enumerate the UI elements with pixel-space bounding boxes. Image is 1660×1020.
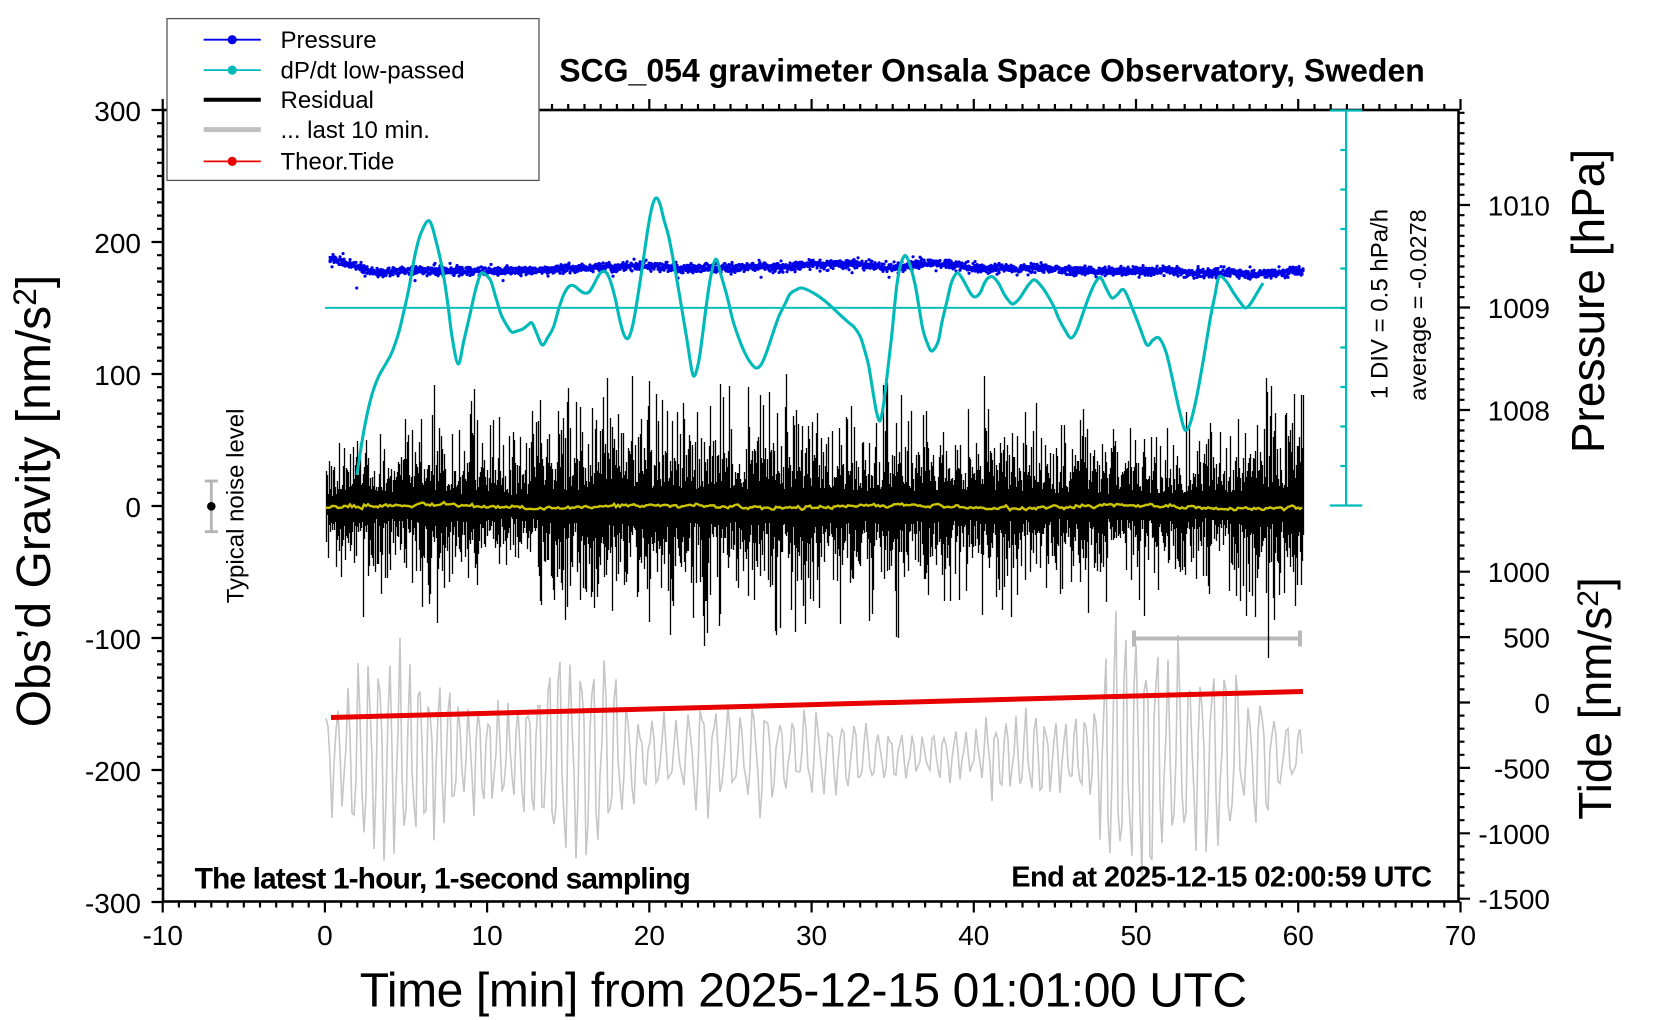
- svg-text:Theor.Tide: Theor.Tide: [281, 149, 395, 176]
- svg-text:-1500: -1500: [1478, 884, 1550, 915]
- svg-text:Pressure: Pressure: [281, 27, 377, 54]
- svg-text:Typical noise level: Typical noise level: [223, 409, 250, 604]
- svg-text:1000: 1000: [1488, 557, 1550, 588]
- svg-text:-200: -200: [85, 756, 141, 787]
- svg-text:SCG_054 gravimeter Onsala Spac: SCG_054 gravimeter Onsala Space Observat…: [559, 53, 1425, 89]
- svg-text:50: 50: [1120, 920, 1151, 951]
- svg-text:300: 300: [94, 96, 141, 127]
- svg-text:1 DIV = 0.5 hPa/h: 1 DIV = 0.5 hPa/h: [1367, 209, 1394, 399]
- svg-text:-300: -300: [85, 888, 141, 919]
- svg-text:0: 0: [1534, 688, 1550, 719]
- svg-text:average = -0.0278: average = -0.0278: [1405, 209, 1431, 400]
- svg-text:40: 40: [958, 920, 989, 951]
- svg-text:60: 60: [1283, 920, 1314, 951]
- svg-text:1009: 1009: [1488, 293, 1550, 324]
- svg-text:0: 0: [125, 492, 141, 523]
- svg-text:Pressure [hPa]: Pressure [hPa]: [1562, 149, 1614, 453]
- svg-text:0: 0: [317, 920, 333, 951]
- svg-text:dP/dt low-passed: dP/dt low-passed: [281, 57, 465, 84]
- svg-text:1008: 1008: [1488, 396, 1550, 427]
- svg-text:-10: -10: [142, 920, 182, 951]
- svg-text:Tide [nm/s2]: Tide [nm/s2]: [1569, 577, 1621, 820]
- svg-text:1010: 1010: [1488, 191, 1550, 222]
- svg-text:Residual: Residual: [281, 87, 374, 114]
- svg-text:200: 200: [94, 228, 141, 259]
- svg-text:End at 2025-12-15 02:00:59 UTC: End at 2025-12-15 02:00:59 UTC: [1011, 862, 1432, 894]
- svg-text:20: 20: [634, 920, 665, 951]
- svg-text:... last 10 min.: ... last 10 min.: [281, 117, 430, 144]
- svg-text:100: 100: [94, 360, 141, 391]
- svg-text:The latest 1-hour, 1-second sa: The latest 1-hour, 1-second sampling: [195, 863, 690, 896]
- svg-text:30: 30: [796, 920, 827, 951]
- svg-text:-1000: -1000: [1478, 819, 1550, 850]
- svg-text:-500: -500: [1494, 753, 1550, 784]
- svg-text:Time [min] from 2025-12-15 01:: Time [min] from 2025-12-15 01:01:00 UTC: [360, 964, 1247, 1017]
- svg-text:-100: -100: [85, 624, 141, 655]
- svg-text:70: 70: [1445, 920, 1476, 951]
- svg-text:10: 10: [472, 920, 503, 951]
- svg-text:500: 500: [1503, 623, 1550, 654]
- svg-text:Obs’d Gravity [nm/s2]: Obs’d Gravity [nm/s2]: [7, 275, 61, 728]
